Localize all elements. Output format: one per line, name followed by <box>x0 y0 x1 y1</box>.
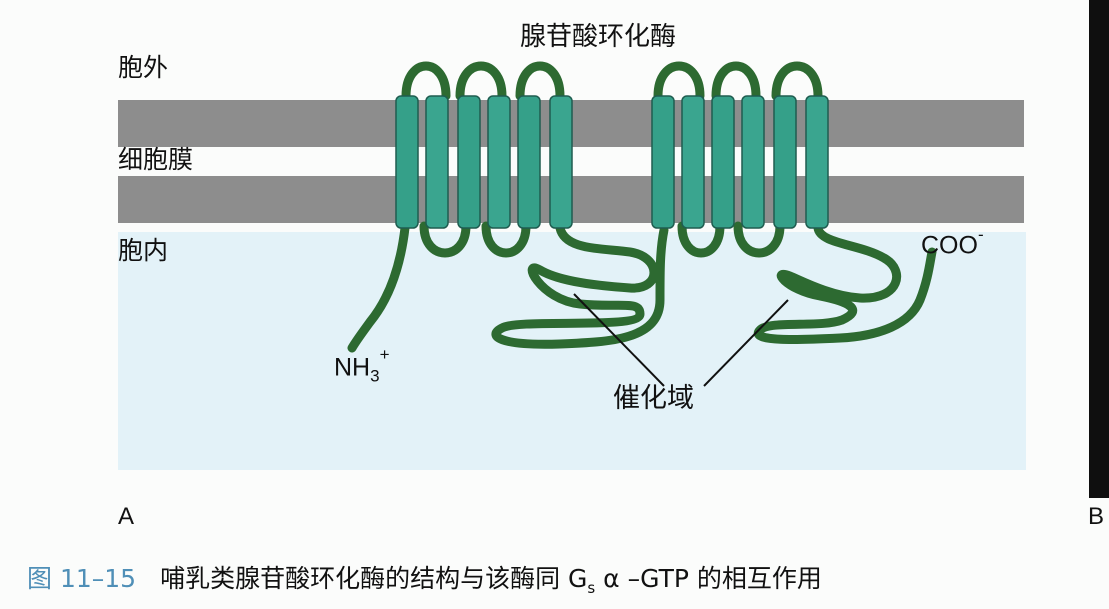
n-terminus-charge: + <box>379 345 390 364</box>
helix-11 <box>773 95 797 229</box>
figure-number: 图 11–15 <box>27 564 137 593</box>
extracellular-label: 胞外 <box>118 53 169 82</box>
pointer-line-right <box>703 299 789 387</box>
n-terminus-text: NH <box>334 353 371 382</box>
loop-extracellular-2 <box>455 61 507 101</box>
helix-10 <box>741 95 765 229</box>
helix-12 <box>805 95 829 229</box>
n-terminus-subscript: 3 <box>370 366 380 386</box>
helix-8 <box>681 95 705 229</box>
transmembrane-helices <box>395 95 829 229</box>
panel-a-label: A <box>118 503 135 530</box>
figure-caption: 图 11–15 哺乳类腺苷酸环化酶的结构与该酶同 Gs α –GTP 的相互作用 <box>27 566 822 596</box>
pointer-line-left <box>573 293 665 387</box>
n-terminus-tail <box>347 223 410 353</box>
loop-intracellular-4 <box>733 221 785 258</box>
protein-chain <box>347 61 937 353</box>
caption-text-after: α –GTP 的相互作用 <box>595 564 822 593</box>
loop-intracellular-2 <box>481 221 531 258</box>
panel-b-label: B <box>1088 503 1105 530</box>
loop-extracellular-3 <box>515 61 565 101</box>
helix-1 <box>395 95 419 229</box>
loop-extracellular-6 <box>771 61 823 101</box>
loop-intracellular-1 <box>419 221 471 258</box>
loop-extracellular-4 <box>653 61 705 101</box>
helix-5 <box>517 95 541 229</box>
helix-6 <box>549 95 573 229</box>
catalytic-domain-2-chain <box>753 223 937 345</box>
helix-9 <box>711 95 735 229</box>
caption-text-before: 哺乳类腺苷酸环化酶的结构与该酶同 G <box>160 564 588 593</box>
enzyme-title: 腺苷酸环化酶 <box>520 22 677 52</box>
caption-subscript: s <box>587 579 596 597</box>
loop-extracellular-1 <box>401 61 451 101</box>
helix-2 <box>425 95 449 229</box>
catalytic-domain-pointers <box>573 293 789 387</box>
catalytic-domain-label: 催化域 <box>613 383 694 414</box>
cytoplasm-background <box>118 232 1026 470</box>
membrane-label: 细胞膜 <box>118 145 194 174</box>
catalytic-domain-1-chain <box>491 223 669 349</box>
c-terminus-label: COO- <box>921 226 984 260</box>
helix-4 <box>487 95 511 229</box>
c-terminus-text: COO <box>921 231 978 260</box>
panel-b-edge <box>1089 0 1109 498</box>
n-terminus-label: NH3 + <box>334 346 390 386</box>
helix-7 <box>651 95 675 229</box>
loop-extracellular-5 <box>711 61 761 101</box>
loop-intracellular-3 <box>677 221 725 258</box>
intracellular-label: 胞内 <box>118 236 169 265</box>
helix-3 <box>457 95 481 229</box>
c-terminus-charge: - <box>977 225 984 244</box>
